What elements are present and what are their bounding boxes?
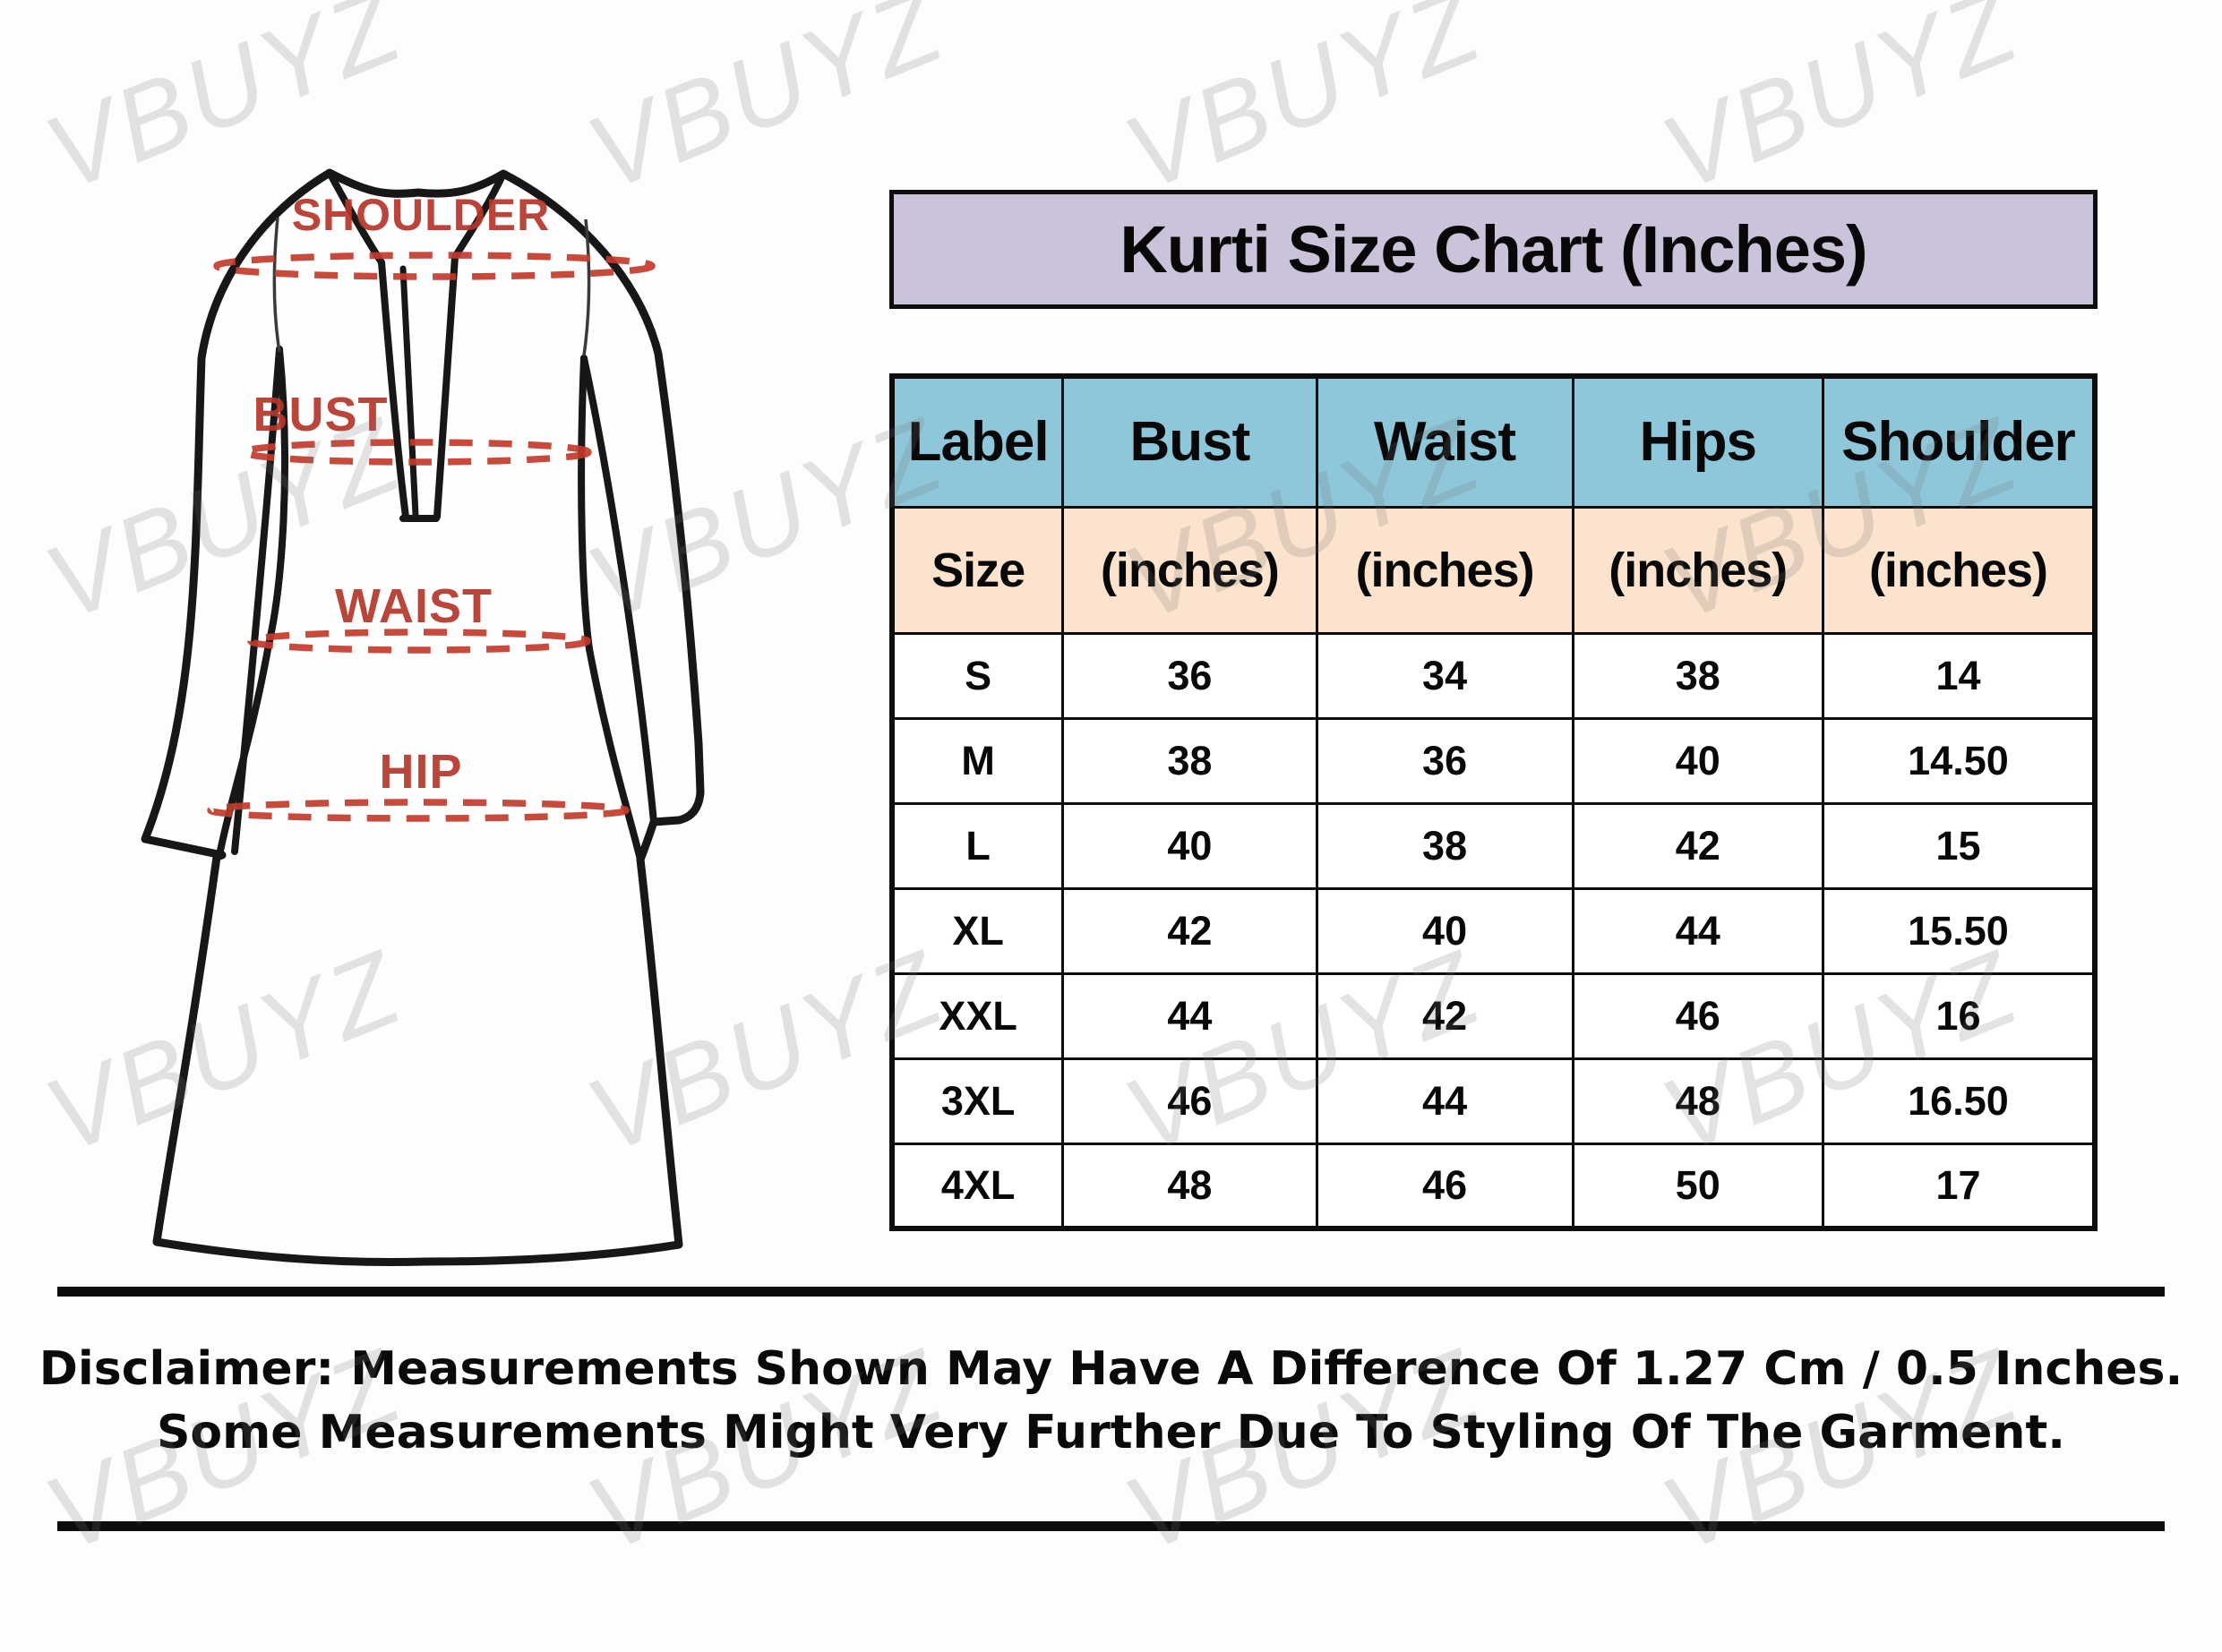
shoulder-label: SHOULDER: [292, 190, 551, 240]
table-row: S 36 34 38 14: [890, 631, 2097, 720]
size-label-cell: 3XL: [890, 1057, 1065, 1145]
right-body-seam: [578, 355, 644, 863]
column-header-hips: Hips: [1571, 374, 1824, 509]
hips-cell: 38: [1571, 631, 1824, 720]
column-header-bust: Bust: [1061, 374, 1318, 509]
size-chart-table: Label Bust Waist Hips Shoulder Size (inc…: [889, 373, 2098, 1231]
table-row: M 38 36 40 14.50: [890, 716, 2097, 805]
hip-label: HIP: [379, 745, 462, 799]
disclaimer-line-1: Disclaimer: Measurements Shown May Have …: [39, 1342, 2183, 1396]
hips-cell: 44: [1571, 886, 1824, 975]
table-row: XXL 44 42 46 16: [890, 972, 2097, 1060]
hips-cell: 48: [1571, 1057, 1824, 1145]
waist-cell: 46: [1315, 1142, 1574, 1230]
shoulder-cell: 16.50: [1821, 1057, 2097, 1145]
divider-bottom: [57, 1521, 2165, 1531]
hips-cell: 42: [1571, 801, 1824, 890]
table-subheader-row: Size (inches) (inches) (inches) (inches): [890, 505, 2097, 635]
measurement-lines: [207, 252, 656, 822]
waist-cell: 34: [1315, 631, 1574, 720]
bust-cell: 44: [1061, 972, 1318, 1060]
waist-cell: 44: [1315, 1057, 1574, 1145]
kurti-outline: [141, 168, 705, 1267]
bust-measure-line: [241, 439, 592, 466]
watermark: VBUYZ: [1109, 0, 1497, 214]
subheader-inches: (inches): [1571, 505, 1824, 635]
subheader-inches: (inches): [1821, 505, 2097, 635]
watermark: VBUYZ: [1646, 0, 2035, 214]
bust-cell: 36: [1061, 631, 1318, 720]
shoulder-cell: 16: [1821, 972, 2097, 1060]
left-armhole-seam: [272, 217, 281, 353]
column-header-label: Label: [890, 374, 1065, 509]
waist-measure-line: [247, 629, 591, 654]
bust-cell: 46: [1061, 1057, 1318, 1145]
shoulder-measure-line: [213, 252, 656, 280]
hips-cell: 46: [1571, 972, 1824, 1060]
page-title: Kurti Size Chart (Inches): [1120, 212, 1867, 287]
table-row: L 40 38 42 15: [890, 801, 2097, 890]
disclaimer: Disclaimer: Measurements Shown May Have …: [36, 1338, 2186, 1465]
title-banner: Kurti Size Chart (Inches): [889, 190, 2098, 309]
column-header-shoulder: Shoulder: [1821, 374, 2097, 509]
subheader-size: Size: [890, 505, 1065, 635]
table-row: XL 42 40 44 15.50: [890, 886, 2097, 975]
waist-cell: 40: [1315, 886, 1574, 975]
waist-cell: 38: [1315, 801, 1574, 890]
right-sleeve-seam: [580, 355, 657, 826]
shoulder-cell: 14.50: [1821, 716, 2097, 805]
size-label-cell: XL: [890, 886, 1065, 975]
bust-cell: 42: [1061, 886, 1318, 975]
size-label-cell: L: [890, 801, 1065, 890]
bust-cell: 40: [1061, 801, 1318, 890]
neck-slit-middle: [399, 265, 419, 518]
shoulder-cell: 17: [1821, 1142, 2097, 1230]
divider-top: [57, 1287, 2165, 1297]
size-label-cell: M: [890, 716, 1065, 805]
subheader-inches: (inches): [1315, 505, 1574, 635]
shoulder-cell: 15.50: [1821, 886, 2097, 975]
table-row: 3XL 46 44 48 16.50: [890, 1057, 2097, 1145]
hip-measure-line: [207, 799, 630, 822]
hips-cell: 40: [1571, 716, 1824, 805]
subheader-inches: (inches): [1061, 505, 1318, 635]
waist-cell: 42: [1315, 972, 1574, 1060]
hips-cell: 50: [1571, 1142, 1824, 1230]
waist-label: WAIST: [335, 579, 493, 633]
column-header-waist: Waist: [1315, 374, 1574, 509]
disclaimer-line-2: Some Measurements Might Very Further Due…: [156, 1406, 2066, 1459]
waist-cell: 36: [1315, 716, 1574, 805]
size-label-cell: XXL: [890, 972, 1065, 1060]
size-label-cell: S: [890, 631, 1065, 720]
bust-cell: 48: [1061, 1142, 1318, 1230]
neck-slit-right: [433, 170, 507, 520]
neck-slit-left: [326, 169, 409, 520]
measurement-labels: SHOULDER BUST WAIST HIP: [253, 190, 551, 799]
size-label-cell: 4XL: [890, 1142, 1065, 1230]
table-header-row: Label Bust Waist Hips Shoulder: [890, 374, 2097, 509]
right-armhole-seam: [582, 218, 591, 356]
kurti-diagram: SHOULDER BUST WAIST HIP: [141, 168, 705, 1267]
shoulder-cell: 14: [1821, 631, 2097, 720]
bust-cell: 38: [1061, 716, 1318, 805]
shoulder-cell: 15: [1821, 801, 2097, 890]
table-row: 4XL 48 46 50 17: [890, 1142, 2097, 1230]
bust-label: BUST: [253, 388, 389, 441]
